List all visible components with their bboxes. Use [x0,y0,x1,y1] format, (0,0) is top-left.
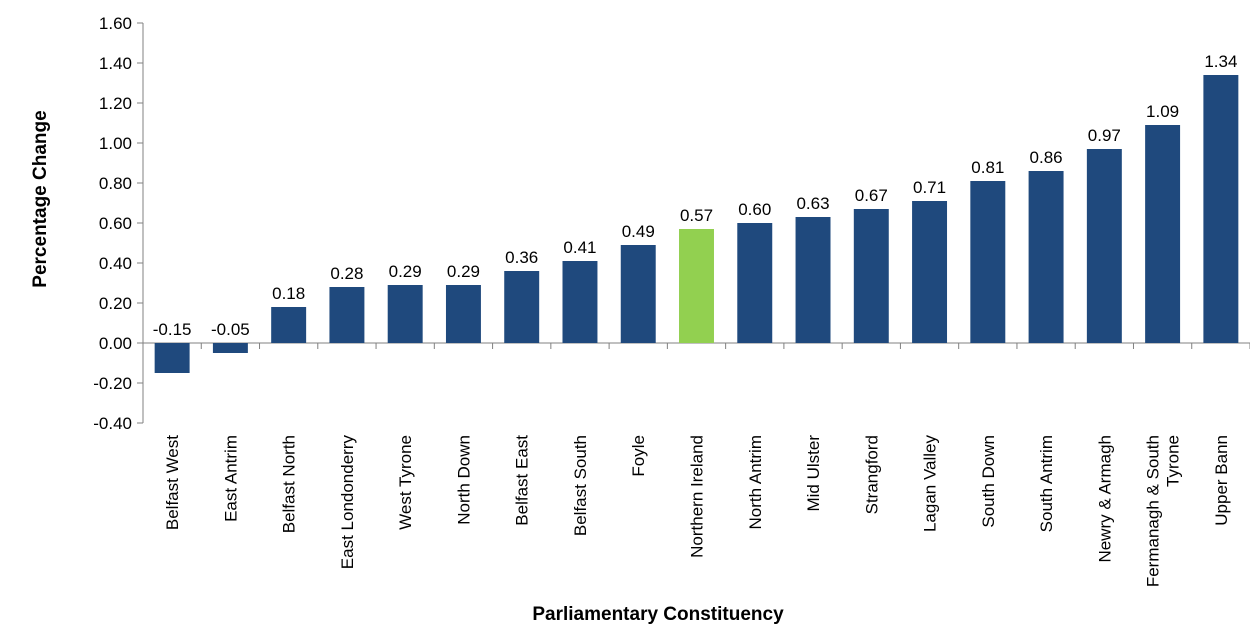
y-tick-label: 1.60 [99,14,132,33]
y-tick-label: -0.20 [93,374,132,393]
x-tick-label: North Antrim [746,435,765,529]
bars [154,75,1239,373]
bar [271,307,307,343]
bar [504,271,540,343]
bar [620,245,656,343]
data-label: 0.28 [330,264,363,283]
x-tick-label: South Down [979,435,998,528]
data-label: 0.57 [680,206,713,225]
data-label: 0.60 [738,200,771,219]
data-label: 0.86 [1030,148,1063,167]
x-tick-label: Newry & Armagh [1095,435,1114,563]
y-tick-label: 0.00 [99,334,132,353]
data-label: 0.67 [855,186,888,205]
x-tick-label: Upper Bann [1212,435,1231,526]
data-label: -0.15 [153,320,192,339]
bar [445,285,481,343]
bar [853,209,889,343]
bar [562,261,598,343]
x-tick-label: East Londonderry [338,435,357,570]
x-tick-label: Belfast East [513,435,532,526]
data-label: 0.36 [505,248,538,267]
data-label: 0.71 [913,178,946,197]
bar [1086,149,1122,343]
x-tick-label: Strangford [862,435,881,514]
data-label: 0.29 [447,262,480,281]
x-tick-label: Belfast North [280,435,299,533]
x-tick-label: South Antrim [1037,435,1056,532]
y-tick-label: 0.40 [99,254,132,273]
y-tick-label: 0.80 [99,174,132,193]
data-label: 0.81 [971,158,1004,177]
data-label: 0.29 [389,262,422,281]
data-label: 0.97 [1088,126,1121,145]
bar [795,217,831,343]
bar [737,223,773,343]
y-tick-label: 1.40 [99,54,132,73]
bar [679,229,714,343]
y-axis-title: Percentage Change [30,110,51,287]
x-tick-label: North Down [454,435,473,525]
x-tick-label: Foyle [629,435,648,477]
x-tick-label: Belfast South [571,435,590,536]
x-tick-label: Mid Ulster [804,435,823,512]
bar [970,181,1006,343]
bar [912,201,948,343]
data-label: 0.41 [563,238,596,257]
y-tick-label: 1.00 [99,134,132,153]
y-axis: 1.60 1.40 1.20 1.00 0.80 0.60 0.40 0.20 0.00 -0.2… [93,14,144,433]
data-label: 1.34 [1204,52,1237,71]
bar [154,343,190,373]
bar [329,287,365,343]
category-labels: Belfast West East Antrim Belfast North East… [163,435,1231,588]
x-axis [142,342,1250,349]
bar [1145,125,1181,343]
data-label: 0.63 [796,194,829,213]
y-tick-label: 0.20 [99,294,132,313]
data-label: -0.05 [211,320,250,339]
bar [1203,75,1239,343]
data-label: 0.18 [272,284,305,303]
bar [1028,171,1064,343]
data-label: 1.09 [1146,102,1179,121]
x-tick-label: East Antrim [221,435,240,522]
value-labels: -0.15 -0.05 0.18 0.28 0.29 0.29 0.36 0.41 0.49 0.… [153,52,1238,339]
y-tick-label: 0.60 [99,214,132,233]
x-tick-label: West Tyrone [396,435,415,530]
y-tick-label: -0.40 [93,414,132,433]
x-tick-label: Belfast West [163,435,182,530]
x-tick-label: Northern Ireland [688,435,707,558]
bar [387,285,423,343]
bar [212,343,248,353]
x-tick-label: Fermanagh & SouthTyrone [1144,435,1183,587]
data-label: 0.49 [622,222,655,241]
x-axis-title: Parliamentary Constituency [532,604,784,625]
y-tick-label: 1.20 [99,94,132,113]
x-tick-label: Lagan Valley [921,435,940,533]
